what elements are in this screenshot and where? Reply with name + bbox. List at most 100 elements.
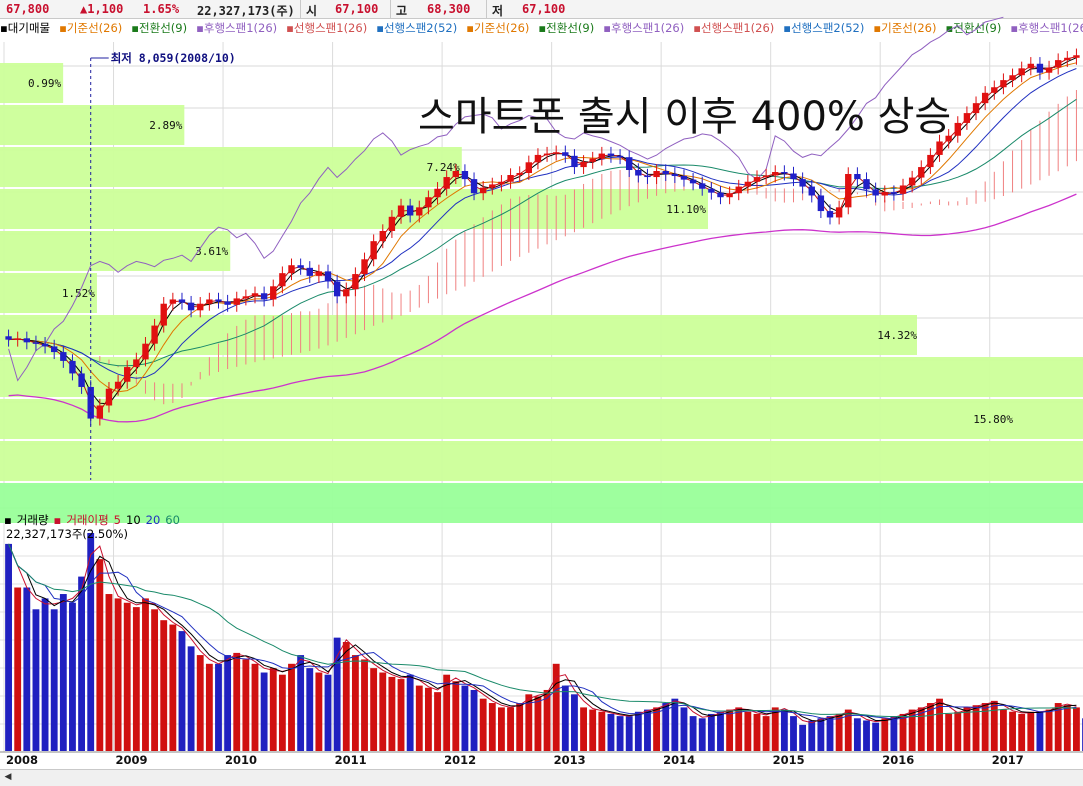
x-tick-label: 2016 xyxy=(882,753,914,767)
candle-body xyxy=(297,265,304,268)
volume-bar xyxy=(470,689,478,751)
volume-bar xyxy=(835,713,843,751)
candle-body xyxy=(416,207,423,216)
volume-bar xyxy=(160,620,168,751)
volume-ma-line xyxy=(8,543,1077,720)
volume-bar xyxy=(963,707,971,751)
volume-bar xyxy=(625,716,633,751)
volume-bar xyxy=(397,679,405,751)
candle-body xyxy=(406,205,414,216)
legend-item[interactable]: ▪선행스팬2(52) xyxy=(783,21,865,35)
volume-bar xyxy=(32,609,40,751)
volume-bar xyxy=(78,576,86,751)
volume-bar xyxy=(196,655,204,751)
legend-item[interactable]: ▪후행스팬1(26) xyxy=(1010,21,1083,35)
legend-item[interactable]: ▪기준선(26) xyxy=(466,21,530,35)
volume-bar xyxy=(999,709,1007,751)
legend-item[interactable]: ▪대기매물 xyxy=(0,21,51,35)
candle-body xyxy=(160,303,167,326)
volume-profile-label: 11.10% xyxy=(666,203,706,216)
candle-body xyxy=(680,176,688,180)
candle-body xyxy=(616,155,624,158)
candle-body xyxy=(954,122,961,136)
volume-bar xyxy=(333,637,341,751)
volume-bar xyxy=(744,711,752,751)
volume-profile-label: 14.32% xyxy=(877,329,917,342)
candle-body xyxy=(653,170,660,178)
candle-body xyxy=(324,271,332,282)
volume-bar xyxy=(543,689,551,751)
volume-bar xyxy=(297,655,305,751)
candle-body xyxy=(790,173,797,180)
volume-value: 22,327,173(주) xyxy=(197,4,295,18)
volume-bar xyxy=(187,646,195,751)
legend-item[interactable]: ▪기준선(26) xyxy=(59,21,123,35)
candle-body xyxy=(845,174,852,208)
indicator-lines xyxy=(8,16,1077,423)
legend-item[interactable]: ▪선행스팬1(26) xyxy=(693,21,775,35)
volume-bar xyxy=(351,655,359,751)
legend-item[interactable]: ▪기준선(26) xyxy=(873,21,937,35)
volume-bar xyxy=(498,707,505,751)
candle-body xyxy=(470,179,478,194)
legend-item[interactable]: ▪선행스팬2(52) xyxy=(376,21,458,35)
volume-bar xyxy=(908,709,916,751)
volume-bar xyxy=(616,716,624,751)
volume-profile-label: 7.24% xyxy=(427,161,460,174)
candle-body xyxy=(671,174,679,177)
volume-ma-label: 거래이평 xyxy=(66,513,109,527)
volume-bar xyxy=(945,713,953,751)
candle-body xyxy=(260,293,268,300)
volume-bar xyxy=(105,594,113,751)
volume-bar xyxy=(452,681,460,751)
legend-item[interactable]: ▪후행스팬1(26) xyxy=(603,21,685,35)
candle-body xyxy=(991,87,998,93)
legend-item[interactable]: ▪전환선(9) xyxy=(538,21,595,35)
high-value: 68,300 xyxy=(427,2,471,16)
volume-bar xyxy=(215,663,222,751)
volume-bar xyxy=(443,674,451,751)
horizontal-scrollbar[interactable]: ◀ xyxy=(0,769,1083,786)
volume-bar xyxy=(488,703,496,751)
candle-body xyxy=(744,181,752,187)
candle-body xyxy=(315,271,323,276)
x-tick-label: 2011 xyxy=(335,753,367,767)
legend-item[interactable]: ▪전환선(9) xyxy=(131,21,188,35)
volume-profile: 0.99%2.89%7.24%11.10%3.61%1.52%14.32%15.… xyxy=(0,63,1083,523)
legend-item[interactable]: ▪전환선(9) xyxy=(945,21,1002,35)
quote-bar: 67,800 ▲1,100 1.65% 22,327,173(주) 시 67,1… xyxy=(0,0,1083,19)
volume-bars xyxy=(5,533,1083,751)
volume-bar xyxy=(479,698,487,751)
volume-bar xyxy=(379,672,387,751)
volume-legend-marker: ▪ xyxy=(4,513,12,527)
span2-line xyxy=(8,68,1077,379)
indicator-legend: ▪대기매물 ▪기준선(26) ▪전환선(9) ▪후행스팬1(26) ▪선행스팬1(26)… xyxy=(0,20,1083,40)
volume-bar xyxy=(516,703,524,751)
candle-body xyxy=(881,192,888,196)
candle-body xyxy=(552,152,560,154)
volume-ma-10: 10 xyxy=(126,513,141,527)
candle-body xyxy=(662,170,669,175)
candle-body xyxy=(343,289,350,297)
candle-body xyxy=(60,352,67,361)
low-label: 저 xyxy=(486,0,503,18)
candle-body xyxy=(1027,63,1034,69)
volume-bar xyxy=(644,709,651,751)
candle-body xyxy=(571,155,578,168)
legend-item[interactable]: ▪후행스팬1(26) xyxy=(196,21,278,35)
volume-profile-band xyxy=(0,399,1083,439)
open-label: 시 xyxy=(300,0,317,18)
candle-body xyxy=(981,92,989,104)
volume-bar xyxy=(132,607,140,751)
candle-body xyxy=(187,302,195,311)
volume-bar xyxy=(634,711,642,751)
volume-bar xyxy=(233,652,241,751)
candle-body xyxy=(598,153,606,159)
candle-body xyxy=(525,162,533,173)
candle-body xyxy=(826,211,834,218)
stock-chart[interactable]: 0.99%2.89%7.24%11.10%3.61%1.52%14.32%15.… xyxy=(0,0,1083,769)
volume-bar xyxy=(507,707,514,751)
scroll-left-arrow-icon[interactable]: ◀ xyxy=(4,772,12,782)
candle-body xyxy=(607,153,615,156)
legend-item[interactable]: ▪선행스팬1(26) xyxy=(286,21,368,35)
